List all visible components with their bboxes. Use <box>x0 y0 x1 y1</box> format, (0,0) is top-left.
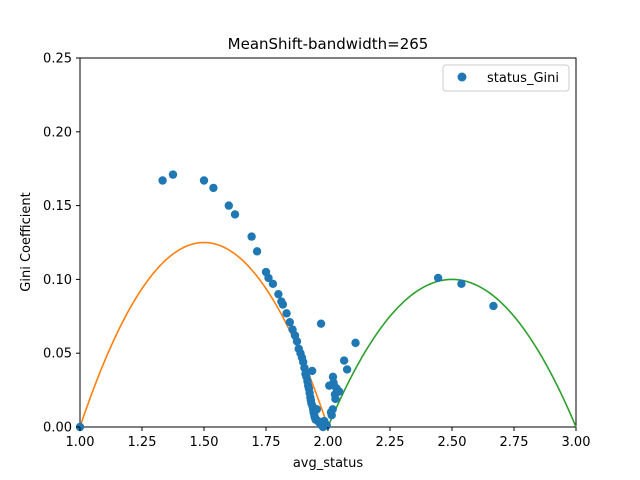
y-tick-label: 0.25 <box>43 52 72 67</box>
x-tick-label: 1.75 <box>252 435 281 450</box>
data-point <box>209 183 218 193</box>
x-tick-label: 1.25 <box>128 435 157 450</box>
x-tick-label: 1.50 <box>190 435 219 450</box>
data-point <box>457 279 466 289</box>
data-point <box>328 405 337 414</box>
data-point <box>282 309 291 318</box>
data-point <box>199 176 209 185</box>
data-point <box>351 338 360 348</box>
data-point <box>168 170 178 179</box>
data-point <box>312 405 322 414</box>
data-point <box>274 289 283 299</box>
data-point <box>322 421 331 430</box>
legend: status_Gini <box>442 64 570 92</box>
y-axis-title: Gini Coefficient <box>19 192 34 291</box>
data-point <box>268 279 278 289</box>
legend-marker <box>457 72 467 82</box>
data-points <box>75 170 498 432</box>
data-point <box>230 210 240 219</box>
x-tick-label: 2.50 <box>438 435 467 450</box>
data-point <box>334 387 344 396</box>
data-point <box>252 247 262 256</box>
data-point <box>247 232 256 241</box>
data-point <box>342 365 352 374</box>
data-point <box>489 301 498 311</box>
data-point <box>433 273 443 283</box>
y-tick-label: 0.20 <box>43 125 72 140</box>
x-tick-label: 1.00 <box>66 435 95 450</box>
x-tick-label: 3.00 <box>562 435 591 450</box>
y-tick-label: 0.00 <box>43 421 72 436</box>
x-axis-ticks: 1.00 1.25 1.50 1.75 2.00 2.25 2.50 2.75 3.00 <box>66 427 591 450</box>
data-point <box>339 356 349 365</box>
data-point <box>224 201 233 210</box>
data-point <box>264 273 273 283</box>
x-tick-label: 2.00 <box>314 435 343 450</box>
fit-curve-2 <box>327 278 577 428</box>
data-point <box>307 366 317 376</box>
y-tick-label: 0.15 <box>43 199 72 214</box>
x-axis-title: avg_status <box>293 456 364 471</box>
x-tick-label: 2.25 <box>376 435 405 450</box>
x-tick-label: 2.75 <box>500 435 529 450</box>
y-tick-label: 0.10 <box>43 273 72 288</box>
data-point <box>285 318 295 327</box>
data-point <box>329 378 338 387</box>
data-point <box>158 176 167 185</box>
data-point <box>292 337 302 346</box>
y-tick-label: 0.05 <box>43 347 72 362</box>
data-point <box>316 319 326 328</box>
y-axis-ticks: 0.00 0.05 0.10 0.15 0.20 0.25 <box>43 52 80 436</box>
legend-box <box>442 64 570 92</box>
data-point <box>278 300 288 309</box>
legend-label: status_Gini <box>487 71 559 86</box>
chart-title: MeanShift-bandwidth=265 <box>228 35 429 53</box>
